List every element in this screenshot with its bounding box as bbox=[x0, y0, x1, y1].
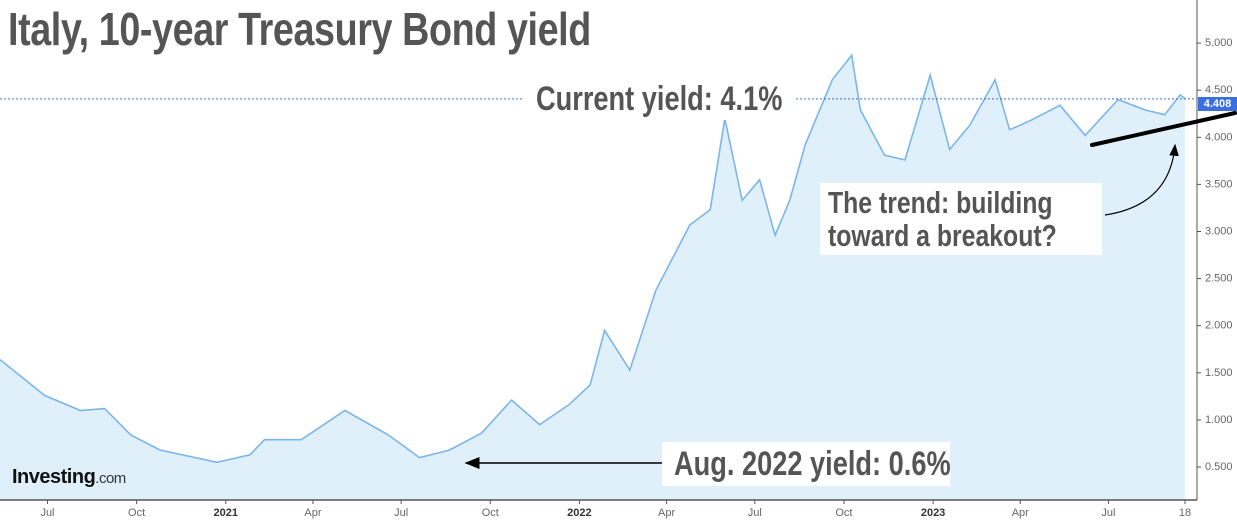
x-tick-label: Jul bbox=[1101, 507, 1115, 519]
x-tick-label: Apr bbox=[1012, 507, 1029, 519]
y-tick-label: 5.000 bbox=[1205, 37, 1233, 49]
x-tick-label: 2021 bbox=[214, 507, 238, 519]
investing-logo: Investing.com bbox=[12, 466, 126, 488]
x-tick-label: Apr bbox=[304, 507, 321, 519]
x-tick-label: Jul bbox=[748, 507, 762, 519]
x-tick-label: Oct bbox=[835, 507, 852, 519]
y-tick-label: 1.500 bbox=[1205, 367, 1233, 379]
y-tick-label: 0.500 bbox=[1205, 461, 1233, 473]
trend-line-2: toward a breakout? bbox=[828, 218, 1057, 253]
y-tick-label: 2.000 bbox=[1205, 320, 1233, 332]
x-tick-label: Jul bbox=[40, 507, 54, 519]
chart-title: Italy, 10-year Treasury Bond yield bbox=[8, 3, 591, 55]
current-yield-annotation: Current yield: 4.1% bbox=[522, 78, 794, 120]
y-tick-label: 4.000 bbox=[1205, 131, 1233, 143]
trend-annotation: The trend: building toward a breakout? bbox=[820, 183, 1102, 255]
y-tick-label: 3.500 bbox=[1205, 178, 1233, 190]
last-price-badge: 4.408 bbox=[1198, 97, 1237, 111]
y-tick-label: 3.000 bbox=[1205, 226, 1233, 238]
x-tick-label: 18 bbox=[1179, 507, 1191, 519]
y-tick-label: 1.000 bbox=[1205, 414, 1233, 426]
x-tick-label: Oct bbox=[128, 507, 145, 519]
x-tick-label: 2023 bbox=[921, 507, 945, 519]
area-fill bbox=[0, 55, 1185, 501]
x-tick-label: 2022 bbox=[567, 507, 591, 519]
y-tick-label: 4.500 bbox=[1205, 84, 1233, 96]
trend-line bbox=[1090, 111, 1237, 147]
x-tick-label: Jul bbox=[394, 507, 408, 519]
x-tick-label: Apr bbox=[658, 507, 675, 519]
y-tick-label: 2.500 bbox=[1205, 273, 1233, 285]
x-tick-label: Oct bbox=[482, 507, 499, 519]
trend-arrow bbox=[1104, 143, 1179, 216]
aug-2022-annotation: Aug. 2022 yield: 0.6% bbox=[662, 442, 951, 486]
trend-line-1: The trend: building bbox=[828, 185, 1053, 220]
yield-line bbox=[0, 53, 1186, 464]
